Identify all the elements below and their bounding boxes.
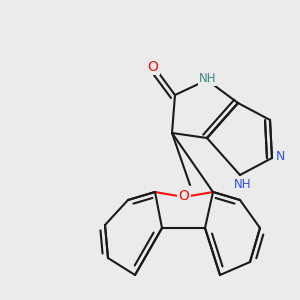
Text: N: N: [275, 149, 285, 163]
Text: O: O: [148, 60, 158, 74]
Text: NH: NH: [199, 71, 217, 85]
Text: O: O: [178, 189, 189, 203]
Text: NH: NH: [234, 178, 252, 191]
